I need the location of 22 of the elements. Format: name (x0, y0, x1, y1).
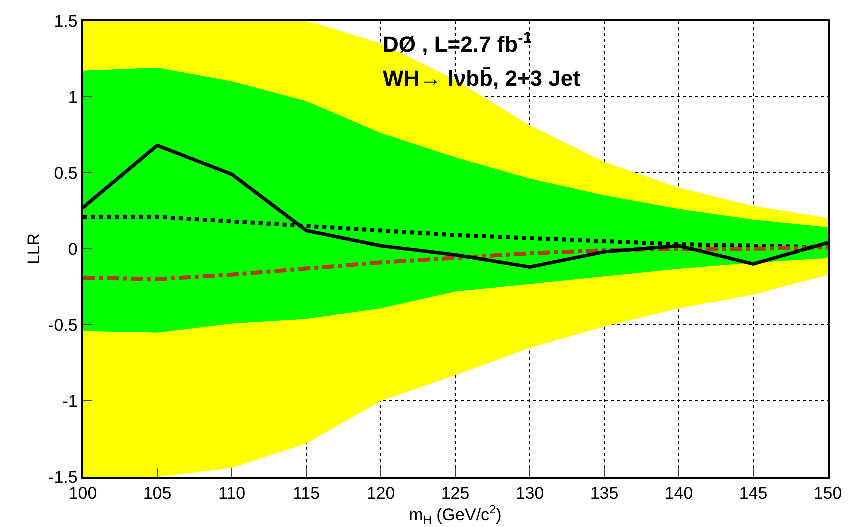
line-series (83, 245, 828, 282)
y-tick-label: -0.5 (48, 316, 78, 335)
x-tick-label: 125 (441, 484, 470, 504)
x-tick-label: 130 (516, 484, 544, 504)
annotation: DØ , L=2.7 fb$^{-1}$ (383, 30, 532, 58)
x-tick-label: 145 (739, 484, 768, 504)
x-tick-label: 105 (143, 484, 172, 504)
x-tick-label: 135 (590, 484, 619, 504)
y-tick-label: 0 (68, 240, 78, 259)
y-tick-label: -1.5 (48, 468, 78, 487)
x-tick-label: 100 (68, 484, 98, 504)
x-tick-label: 115 (292, 484, 320, 504)
x-tick-label: 140 (664, 484, 694, 504)
y-tick-label: 0.5 (54, 164, 78, 183)
y-tick-label: 1 (68, 88, 78, 107)
x-tick-label: 150 (814, 484, 842, 504)
y-tick-label: 1.5 (54, 12, 78, 31)
y-axis-title: LLR (24, 233, 44, 265)
x-tick-label: 110 (218, 484, 246, 504)
x-tick-label: 120 (366, 484, 396, 504)
y-tick-label: -1 (62, 392, 78, 411)
x-axis-title: m$_{H}$ (GeV/c$^{2}$) (409, 502, 502, 527)
